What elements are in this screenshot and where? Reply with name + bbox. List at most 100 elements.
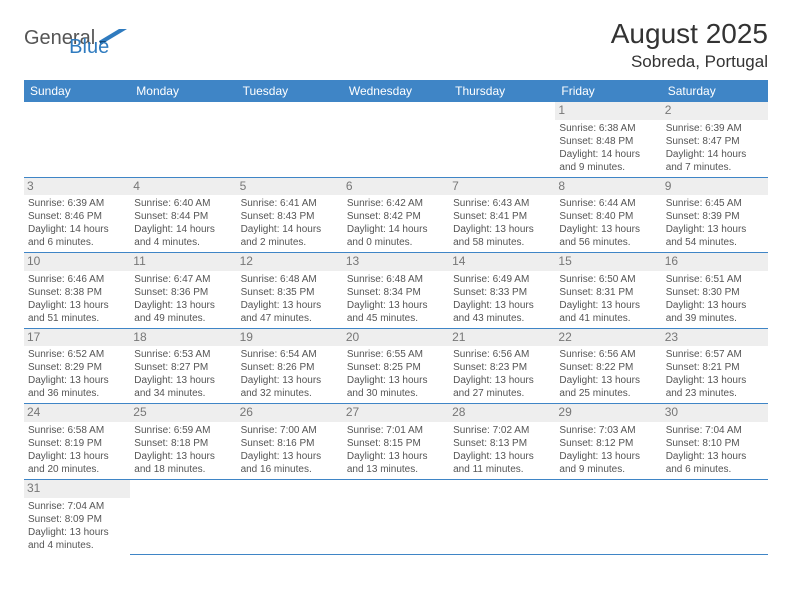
day-number: 29 bbox=[555, 404, 661, 422]
daylight-line: Daylight: 13 hours and 45 minutes. bbox=[347, 299, 445, 325]
sunrise-line: Sunrise: 6:42 AM bbox=[347, 197, 445, 210]
day-cell: 1Sunrise: 6:38 AMSunset: 8:48 PMDaylight… bbox=[555, 102, 661, 177]
sunset-line: Sunset: 8:47 PM bbox=[666, 135, 764, 148]
daylight-line: Daylight: 13 hours and 54 minutes. bbox=[666, 223, 764, 249]
day-cell: 15Sunrise: 6:50 AMSunset: 8:31 PMDayligh… bbox=[555, 253, 661, 329]
sunrise-line: Sunrise: 6:39 AM bbox=[666, 122, 764, 135]
day-number: 24 bbox=[24, 404, 130, 422]
sunset-line: Sunset: 8:41 PM bbox=[453, 210, 551, 223]
empty-cell bbox=[343, 479, 449, 554]
daylight-line: Daylight: 13 hours and 13 minutes. bbox=[347, 450, 445, 476]
day-cell: 14Sunrise: 6:49 AMSunset: 8:33 PMDayligh… bbox=[449, 253, 555, 329]
weekday-header-row: SundayMondayTuesdayWednesdayThursdayFrid… bbox=[24, 80, 768, 102]
day-number: 26 bbox=[237, 404, 343, 422]
empty-cell bbox=[237, 102, 343, 177]
weekday-header: Wednesday bbox=[343, 80, 449, 102]
sunset-line: Sunset: 8:48 PM bbox=[559, 135, 657, 148]
sunrise-line: Sunrise: 6:50 AM bbox=[559, 273, 657, 286]
day-number: 3 bbox=[24, 178, 130, 196]
sunrise-line: Sunrise: 6:58 AM bbox=[28, 424, 126, 437]
day-number: 10 bbox=[24, 253, 130, 271]
sunrise-line: Sunrise: 7:04 AM bbox=[666, 424, 764, 437]
day-cell: 16Sunrise: 6:51 AMSunset: 8:30 PMDayligh… bbox=[662, 253, 768, 329]
empty-cell bbox=[24, 102, 130, 177]
sunset-line: Sunset: 8:27 PM bbox=[134, 361, 232, 374]
sunrise-line: Sunrise: 7:02 AM bbox=[453, 424, 551, 437]
sunset-line: Sunset: 8:34 PM bbox=[347, 286, 445, 299]
calendar-row: 10Sunrise: 6:46 AMSunset: 8:38 PMDayligh… bbox=[24, 253, 768, 329]
daylight-line: Daylight: 13 hours and 25 minutes. bbox=[559, 374, 657, 400]
day-cell: 3Sunrise: 6:39 AMSunset: 8:46 PMDaylight… bbox=[24, 177, 130, 253]
day-cell: 31Sunrise: 7:04 AMSunset: 8:09 PMDayligh… bbox=[24, 479, 130, 554]
sunrise-line: Sunrise: 6:44 AM bbox=[559, 197, 657, 210]
day-number: 31 bbox=[24, 480, 130, 498]
daylight-line: Daylight: 14 hours and 9 minutes. bbox=[559, 148, 657, 174]
sunrise-line: Sunrise: 6:47 AM bbox=[134, 273, 232, 286]
day-cell: 18Sunrise: 6:53 AMSunset: 8:27 PMDayligh… bbox=[130, 328, 236, 404]
day-number: 21 bbox=[449, 329, 555, 347]
day-number: 18 bbox=[130, 329, 236, 347]
day-cell: 22Sunrise: 6:56 AMSunset: 8:22 PMDayligh… bbox=[555, 328, 661, 404]
day-cell: 21Sunrise: 6:56 AMSunset: 8:23 PMDayligh… bbox=[449, 328, 555, 404]
daylight-line: Daylight: 13 hours and 49 minutes. bbox=[134, 299, 232, 325]
daylight-line: Daylight: 13 hours and 58 minutes. bbox=[453, 223, 551, 249]
sunset-line: Sunset: 8:39 PM bbox=[666, 210, 764, 223]
day-number: 1 bbox=[555, 102, 661, 120]
daylight-line: Daylight: 13 hours and 34 minutes. bbox=[134, 374, 232, 400]
day-number: 17 bbox=[24, 329, 130, 347]
empty-cell bbox=[449, 102, 555, 177]
day-number: 12 bbox=[237, 253, 343, 271]
logo-text-blue: Blue bbox=[69, 36, 109, 59]
sunrise-line: Sunrise: 6:54 AM bbox=[241, 348, 339, 361]
day-number: 11 bbox=[130, 253, 236, 271]
sunrise-line: Sunrise: 6:56 AM bbox=[453, 348, 551, 361]
day-number: 6 bbox=[343, 178, 449, 196]
sunrise-line: Sunrise: 6:48 AM bbox=[241, 273, 339, 286]
calendar-table: SundayMondayTuesdayWednesdayThursdayFrid… bbox=[24, 80, 768, 555]
sunset-line: Sunset: 8:18 PM bbox=[134, 437, 232, 450]
daylight-line: Daylight: 13 hours and 36 minutes. bbox=[28, 374, 126, 400]
day-number: 2 bbox=[662, 102, 768, 120]
empty-cell bbox=[662, 479, 768, 554]
sunset-line: Sunset: 8:29 PM bbox=[28, 361, 126, 374]
daylight-line: Daylight: 13 hours and 47 minutes. bbox=[241, 299, 339, 325]
day-cell: 24 Sunrise: 6:58 AMSunset: 8:19 PMDayligh… bbox=[24, 404, 130, 480]
sunset-line: Sunset: 8:19 PM bbox=[28, 437, 126, 450]
day-number: 20 bbox=[343, 329, 449, 347]
sunset-line: Sunset: 8:31 PM bbox=[559, 286, 657, 299]
day-cell: 7Sunrise: 6:43 AMSunset: 8:41 PMDaylight… bbox=[449, 177, 555, 253]
daylight-line: Daylight: 14 hours and 2 minutes. bbox=[241, 223, 339, 249]
sunrise-line: Sunrise: 6:43 AM bbox=[453, 197, 551, 210]
daylight-line: Daylight: 13 hours and 56 minutes. bbox=[559, 223, 657, 249]
sunset-line: Sunset: 8:42 PM bbox=[347, 210, 445, 223]
sunrise-line: Sunrise: 6:45 AM bbox=[666, 197, 764, 210]
daylight-line: Daylight: 13 hours and 18 minutes. bbox=[134, 450, 232, 476]
sunrise-line: Sunrise: 6:56 AM bbox=[559, 348, 657, 361]
day-cell: 27Sunrise: 7:01 AMSunset: 8:15 PMDayligh… bbox=[343, 404, 449, 480]
sunset-line: Sunset: 8:23 PM bbox=[453, 361, 551, 374]
day-cell: 9Sunrise: 6:45 AMSunset: 8:39 PMDaylight… bbox=[662, 177, 768, 253]
day-cell: 25Sunrise: 6:59 AMSunset: 8:18 PMDayligh… bbox=[130, 404, 236, 480]
daylight-line: Daylight: 13 hours and 20 minutes. bbox=[28, 450, 126, 476]
logo: General Blue bbox=[24, 18, 109, 59]
day-number: 25 bbox=[130, 404, 236, 422]
sunrise-line: Sunrise: 6:40 AM bbox=[134, 197, 232, 210]
day-cell: 8Sunrise: 6:44 AMSunset: 8:40 PMDaylight… bbox=[555, 177, 661, 253]
day-cell: 6Sunrise: 6:42 AMSunset: 8:42 PMDaylight… bbox=[343, 177, 449, 253]
day-cell: 20Sunrise: 6:55 AMSunset: 8:25 PMDayligh… bbox=[343, 328, 449, 404]
daylight-line: Daylight: 13 hours and 30 minutes. bbox=[347, 374, 445, 400]
sunset-line: Sunset: 8:44 PM bbox=[134, 210, 232, 223]
daylight-line: Daylight: 13 hours and 32 minutes. bbox=[241, 374, 339, 400]
sunset-line: Sunset: 8:21 PM bbox=[666, 361, 764, 374]
empty-cell bbox=[449, 479, 555, 554]
day-number: 16 bbox=[662, 253, 768, 271]
weekday-header: Thursday bbox=[449, 80, 555, 102]
sunrise-line: Sunrise: 6:49 AM bbox=[453, 273, 551, 286]
sunset-line: Sunset: 8:15 PM bbox=[347, 437, 445, 450]
daylight-line: Daylight: 13 hours and 39 minutes. bbox=[666, 299, 764, 325]
day-cell: 26Sunrise: 7:00 AMSunset: 8:16 PMDayligh… bbox=[237, 404, 343, 480]
sunset-line: Sunset: 8:13 PM bbox=[453, 437, 551, 450]
daylight-line: Daylight: 13 hours and 43 minutes. bbox=[453, 299, 551, 325]
day-cell: 12Sunrise: 6:48 AMSunset: 8:35 PMDayligh… bbox=[237, 253, 343, 329]
sunset-line: Sunset: 8:43 PM bbox=[241, 210, 339, 223]
